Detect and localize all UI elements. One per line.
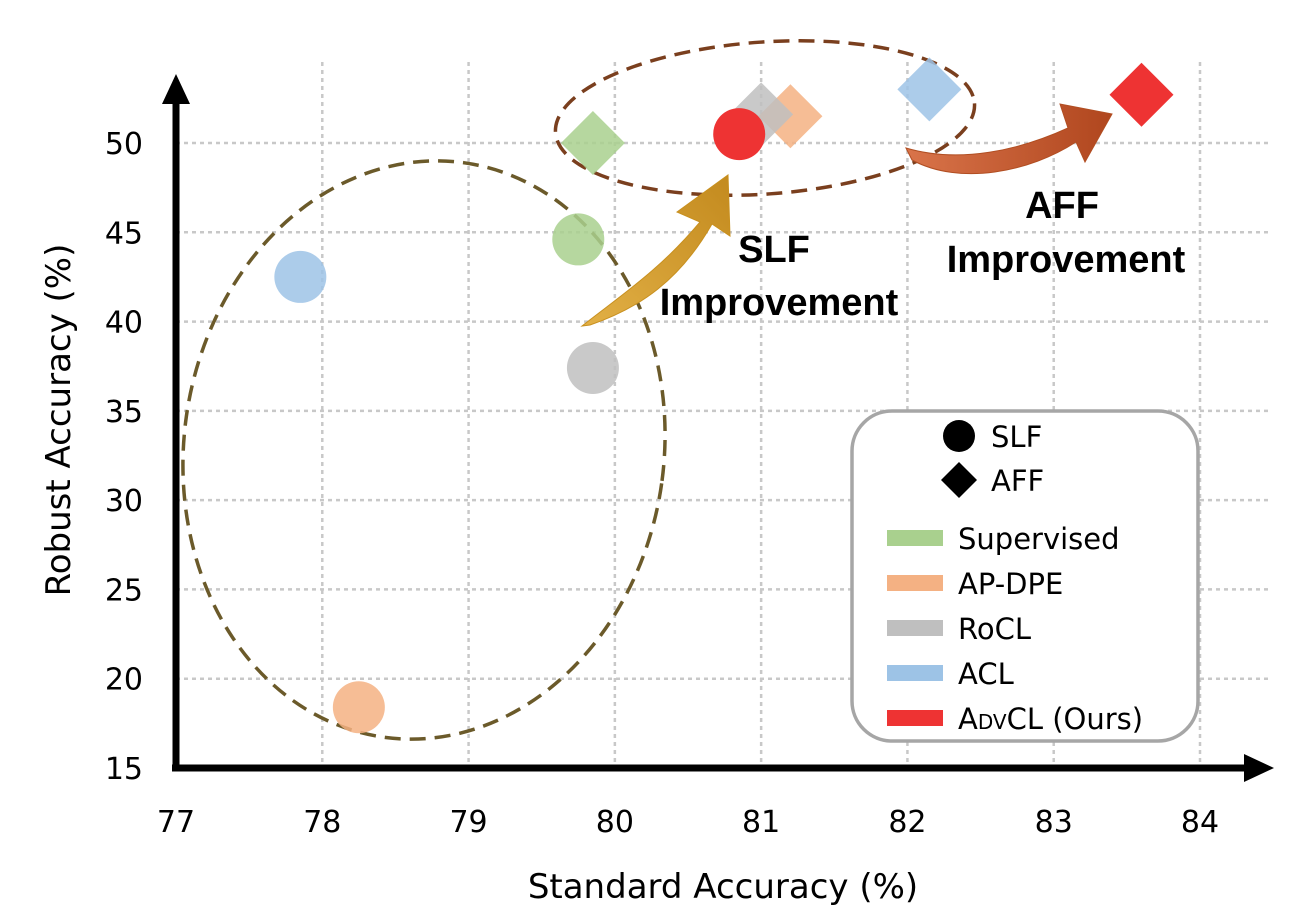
point-acl-aff xyxy=(897,57,962,122)
legend-label-rocl: RoCL xyxy=(958,612,1031,646)
legend-swatch-supervised xyxy=(887,530,943,546)
legend-swatch-advcl-ours xyxy=(887,710,943,726)
y-tick-label-1: 20 xyxy=(105,663,143,698)
y-axis-title: Robust Accuracy (%) xyxy=(39,244,79,597)
x-tick-label-5: 82 xyxy=(888,805,926,840)
y-tick-label-4: 35 xyxy=(105,395,143,430)
aff-annotation-line2: Improvement xyxy=(947,239,1186,281)
legend-swatch-rocl xyxy=(887,620,943,636)
point-rocl-slf xyxy=(566,342,619,394)
legend-label-slf: SLF xyxy=(991,420,1042,454)
x-tick-label-3: 80 xyxy=(596,805,634,840)
data-marks xyxy=(274,57,1174,734)
y-tick-label-3: 30 xyxy=(105,484,143,519)
y-tick-label-0: 15 xyxy=(105,752,143,787)
x-tick-labels: 77 78 79 80 81 82 83 84 xyxy=(157,805,1219,840)
x-tick-label-6: 83 xyxy=(1035,805,1073,840)
y-tick-label-5: 40 xyxy=(105,306,143,341)
legend-swatch-ap-dpe xyxy=(887,575,943,591)
x-tick-label-0: 77 xyxy=(157,805,195,840)
legend: SLF AFF Supervised AP-DPE RoCL ACL ADVCL (O… xyxy=(850,409,1200,743)
point-acl-slf xyxy=(274,250,327,303)
point-advcl-ours-aff xyxy=(1109,62,1174,127)
point-advcl-ours-slf xyxy=(713,108,766,161)
legend-box xyxy=(850,409,1200,743)
x-axis-title: Standard Accuracy (%) xyxy=(528,867,918,907)
slf-annotation-line1: SLF xyxy=(738,229,810,271)
y-tick-labels: 15 20 25 30 35 40 45 50 xyxy=(105,127,143,787)
slf-improvement-arrow xyxy=(580,174,731,327)
slf-annotation-line2: Improvement xyxy=(660,282,899,324)
legend-label-supervised: Supervised xyxy=(958,522,1120,556)
legend-swatch-acl xyxy=(887,665,943,681)
aff-annotation-line1: AFF xyxy=(1025,185,1099,227)
x-tick-label-4: 81 xyxy=(742,805,780,840)
y-tick-label-2: 25 xyxy=(105,573,143,608)
point-supervised-aff xyxy=(560,111,625,175)
legend-label-acl: ACL xyxy=(958,657,1014,691)
x-tick-label-1: 78 xyxy=(303,805,341,840)
legend-diamond-marker xyxy=(941,462,977,498)
point-ap-dpe-slf xyxy=(332,681,385,734)
y-tick-label-6: 45 xyxy=(105,216,143,251)
x-axis-arrowhead xyxy=(1244,754,1274,782)
legend-circle-marker xyxy=(943,420,975,452)
x-tick-label-7: 84 xyxy=(1181,805,1219,840)
slf-baseline-group-ellipse xyxy=(181,159,667,741)
aff-group-ellipse xyxy=(553,39,977,197)
legend-label-ap-dpe: AP-DPE xyxy=(958,567,1063,601)
legend-label-aff: AFF xyxy=(991,464,1044,498)
aff-improvement-arrow xyxy=(905,103,1113,175)
x-tick-label-2: 79 xyxy=(449,805,487,840)
y-tick-label-7: 50 xyxy=(105,127,143,162)
y-axis-arrowhead xyxy=(162,74,190,104)
legend-label-ours: ADVCL (Ours) xyxy=(958,702,1143,736)
point-supervised-slf xyxy=(552,213,605,266)
